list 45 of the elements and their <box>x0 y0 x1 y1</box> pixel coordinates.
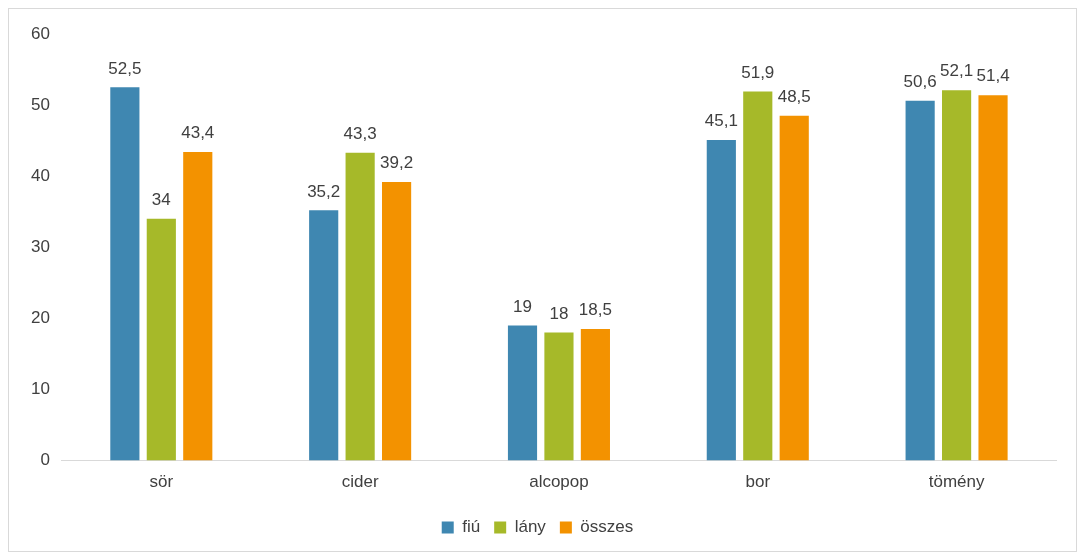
bar <box>146 218 176 461</box>
x-tick-label: tömény <box>928 472 985 492</box>
bar <box>507 325 538 461</box>
data-label: 52,5 <box>108 58 142 78</box>
bar <box>544 332 574 461</box>
data-label: 51,4 <box>976 66 1010 86</box>
data-label: 34 <box>151 190 171 210</box>
bar <box>580 329 610 461</box>
data-label: 51,9 <box>741 62 775 82</box>
data-label: 19 <box>513 296 532 316</box>
x-tick-label: bor <box>745 472 771 492</box>
bar <box>779 115 809 461</box>
y-tick-label: 30 <box>30 236 50 256</box>
x-tick-label: sör <box>149 472 174 492</box>
data-label: 35,2 <box>307 181 341 201</box>
data-label: 48,5 <box>777 86 811 106</box>
legend-label: lány <box>514 517 547 537</box>
bar <box>743 91 773 461</box>
data-label: 45,1 <box>704 111 738 131</box>
bar <box>978 95 1008 461</box>
data-label: 50,6 <box>903 72 937 92</box>
data-label: 18,5 <box>578 300 612 320</box>
y-tick-label: 20 <box>30 308 50 328</box>
x-tick-label: alcopop <box>529 472 589 492</box>
bar <box>706 139 736 461</box>
bar <box>345 152 375 461</box>
bar <box>110 87 140 461</box>
legend-label: összes <box>580 517 634 537</box>
data-label: 39,2 <box>380 153 414 173</box>
bar <box>183 152 213 461</box>
x-tick-label: cider <box>341 472 379 492</box>
data-label: 43,3 <box>343 123 377 143</box>
y-tick-label: 40 <box>30 165 50 185</box>
data-label: 52,1 <box>940 61 974 81</box>
y-tick-label: 60 <box>30 23 50 43</box>
y-tick-label: 0 <box>40 450 50 470</box>
data-label: 43,4 <box>181 123 215 143</box>
bar <box>382 181 412 461</box>
legend-label: fiú <box>462 517 481 537</box>
bar <box>309 210 339 461</box>
y-tick-label: 10 <box>30 379 50 399</box>
data-label: 18 <box>549 303 569 323</box>
bar <box>905 100 935 461</box>
bar <box>942 90 972 461</box>
y-tick-label: 50 <box>30 94 50 114</box>
